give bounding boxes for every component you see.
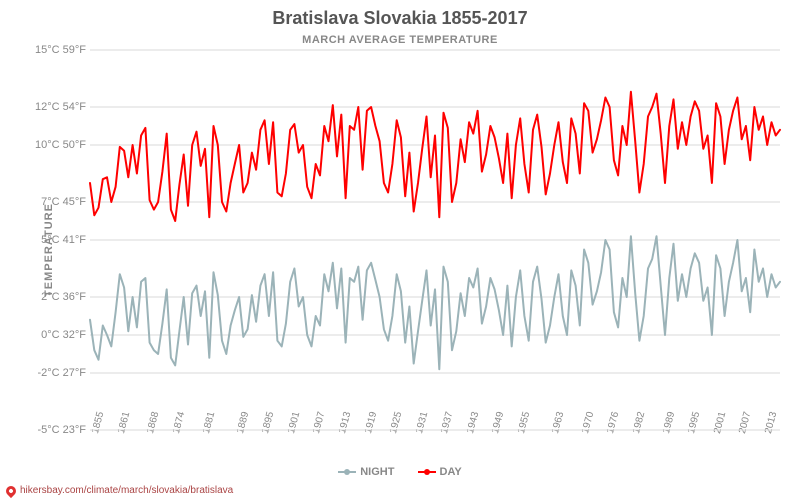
map-pin-icon [4,483,18,497]
y-tick-label: 0°C 32°F [6,329,86,341]
legend-item-night: NIGHT [338,466,394,478]
chart-title: Bratislava Slovakia 1855-2017 [0,8,800,29]
legend: NIGHT DAY [0,464,800,478]
plot-svg [90,50,780,430]
y-tick-label: -5°C 23°F [6,424,86,436]
attribution-text: hikersbay.com/climate/march/slovakia/bra… [20,485,233,496]
chart-frame: Bratislava Slovakia 1855-2017 MARCH AVER… [0,0,800,500]
plot-area [90,50,780,430]
y-axis-label: TEMPERATURE [43,203,55,297]
y-tick-label: -2°C 27°F [6,367,86,379]
legend-label-day: DAY [440,466,462,478]
attribution: hikersbay.com/climate/march/slovakia/bra… [6,485,233,496]
y-tick-label: 15°C 59°F [6,44,86,56]
y-tick-label: 5°C 41°F [6,234,86,246]
y-tick-label: 10°C 50°F [6,139,86,151]
chart-subtitle: MARCH AVERAGE TEMPERATURE [0,34,800,46]
y-tick-label: 12°C 54°F [6,101,86,113]
legend-label-night: NIGHT [360,466,394,478]
legend-item-day: DAY [418,466,462,478]
legend-swatch-day [418,471,436,473]
legend-swatch-night [338,471,356,473]
y-tick-label: 7°C 45°F [6,196,86,208]
y-tick-label: 2°C 36°F [6,291,86,303]
